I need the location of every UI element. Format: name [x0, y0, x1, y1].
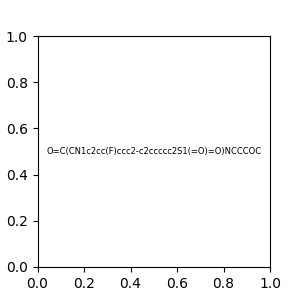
Text: O=C(CN1c2cc(F)ccc2-c2ccccc2S1(=O)=O)NCCCOC: O=C(CN1c2cc(F)ccc2-c2ccccc2S1(=O)=O)NCCC…	[46, 147, 261, 156]
